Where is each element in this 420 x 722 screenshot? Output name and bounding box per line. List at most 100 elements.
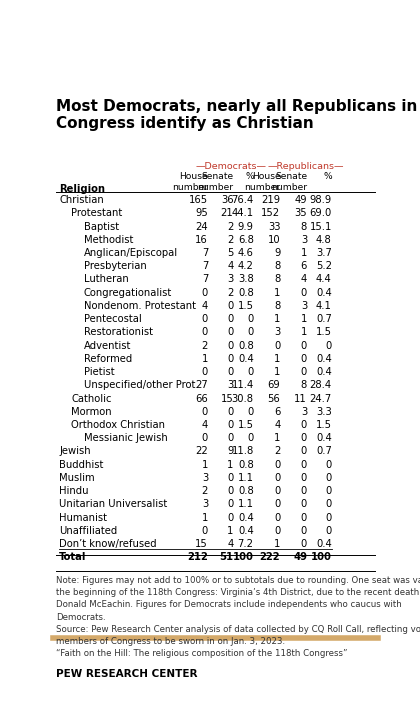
Text: 0: 0 [301, 539, 307, 549]
Text: Lutheran: Lutheran [84, 274, 129, 284]
Text: 152: 152 [261, 208, 281, 218]
Text: 0.7: 0.7 [316, 314, 332, 324]
Text: —Democrats—: —Democrats— [195, 162, 266, 171]
Text: 8: 8 [274, 261, 281, 271]
Text: 0: 0 [301, 287, 307, 297]
Text: 10: 10 [268, 235, 281, 245]
Text: 0: 0 [301, 433, 307, 443]
Text: 165: 165 [189, 195, 208, 205]
Text: 0: 0 [202, 433, 208, 443]
Text: 8: 8 [301, 380, 307, 391]
Text: 100: 100 [233, 552, 254, 562]
Text: 2: 2 [227, 222, 234, 232]
Text: 69.0: 69.0 [310, 208, 332, 218]
Text: 0: 0 [227, 354, 234, 364]
Text: 0: 0 [247, 327, 254, 337]
Text: 5.2: 5.2 [316, 261, 332, 271]
Text: 6: 6 [301, 261, 307, 271]
Text: 69: 69 [268, 380, 281, 391]
Text: 0: 0 [247, 367, 254, 377]
Text: 0: 0 [301, 500, 307, 509]
Text: 0.4: 0.4 [238, 526, 254, 536]
Text: 44.1: 44.1 [231, 208, 254, 218]
Text: 1: 1 [301, 327, 307, 337]
Text: 8: 8 [274, 301, 281, 311]
Text: 9: 9 [227, 446, 234, 456]
Text: 0: 0 [227, 433, 234, 443]
Text: 3: 3 [301, 406, 307, 417]
Text: 0: 0 [202, 314, 208, 324]
Text: 1: 1 [227, 526, 234, 536]
Text: 15.1: 15.1 [310, 222, 332, 232]
Text: 0.8: 0.8 [238, 486, 254, 496]
Text: 4: 4 [274, 420, 281, 430]
Text: 9.9: 9.9 [238, 222, 254, 232]
Text: 49: 49 [293, 552, 307, 562]
Text: 0: 0 [227, 367, 234, 377]
Text: 3: 3 [274, 327, 281, 337]
Text: Pentecostal: Pentecostal [84, 314, 142, 324]
Text: —Republicans—: —Republicans— [268, 162, 344, 171]
Text: 4.8: 4.8 [316, 235, 332, 245]
Text: 0: 0 [301, 354, 307, 364]
Text: 0: 0 [202, 406, 208, 417]
Text: 212: 212 [187, 552, 208, 562]
Text: 0.4: 0.4 [238, 354, 254, 364]
Text: Reformed: Reformed [84, 354, 132, 364]
Text: 1: 1 [301, 248, 307, 258]
Text: 7.2: 7.2 [238, 539, 254, 549]
Text: 3: 3 [301, 235, 307, 245]
Text: Catholic: Catholic [71, 393, 112, 404]
Text: 4: 4 [301, 274, 307, 284]
Text: 6.8: 6.8 [238, 235, 254, 245]
Text: 1.5: 1.5 [238, 420, 254, 430]
Text: 0.4: 0.4 [316, 354, 332, 364]
Text: Religion: Religion [59, 185, 105, 194]
Text: 35: 35 [294, 208, 307, 218]
Text: 95: 95 [195, 208, 208, 218]
Text: 1: 1 [274, 367, 281, 377]
Text: 4: 4 [227, 261, 234, 271]
Text: 0: 0 [326, 500, 332, 509]
Text: 21: 21 [221, 208, 234, 218]
Text: 4.1: 4.1 [316, 301, 332, 311]
Text: 0: 0 [301, 486, 307, 496]
Text: 0: 0 [202, 287, 208, 297]
Text: 0.4: 0.4 [316, 287, 332, 297]
Text: 0: 0 [301, 446, 307, 456]
Text: 76.4: 76.4 [231, 195, 254, 205]
Text: Muslim: Muslim [59, 473, 94, 483]
Text: 1.1: 1.1 [238, 473, 254, 483]
Text: 0: 0 [202, 367, 208, 377]
Text: 6: 6 [274, 406, 281, 417]
Text: Buddhist: Buddhist [59, 460, 103, 470]
Text: 0: 0 [202, 327, 208, 337]
Text: 0: 0 [326, 473, 332, 483]
Text: 5: 5 [227, 248, 234, 258]
Text: House
number: House number [172, 173, 208, 191]
Text: 0: 0 [247, 314, 254, 324]
Text: 0: 0 [227, 500, 234, 509]
Text: Messianic Jewish: Messianic Jewish [84, 433, 168, 443]
Text: Restorationist: Restorationist [84, 327, 153, 337]
Text: 1: 1 [202, 354, 208, 364]
Text: 56: 56 [268, 393, 281, 404]
Text: 0: 0 [247, 406, 254, 417]
Text: 3: 3 [202, 473, 208, 483]
Text: 0.8: 0.8 [238, 460, 254, 470]
Text: Humanist: Humanist [59, 513, 107, 523]
Text: 30.8: 30.8 [232, 393, 254, 404]
Text: 219: 219 [261, 195, 281, 205]
Text: Note: Figures may not add to 100% or to subtotals due to rounding. One seat was : Note: Figures may not add to 100% or to … [56, 576, 420, 658]
Text: Pietist: Pietist [84, 367, 114, 377]
Text: 100: 100 [311, 552, 332, 562]
Text: 1: 1 [227, 460, 234, 470]
Text: 1.5: 1.5 [238, 301, 254, 311]
Text: 1: 1 [274, 354, 281, 364]
Text: 0: 0 [227, 301, 234, 311]
Text: 1: 1 [274, 433, 281, 443]
Text: Unaffiliated: Unaffiliated [59, 526, 117, 536]
Text: Hindu: Hindu [59, 486, 89, 496]
Text: 0: 0 [274, 500, 281, 509]
Text: %: % [245, 173, 254, 181]
